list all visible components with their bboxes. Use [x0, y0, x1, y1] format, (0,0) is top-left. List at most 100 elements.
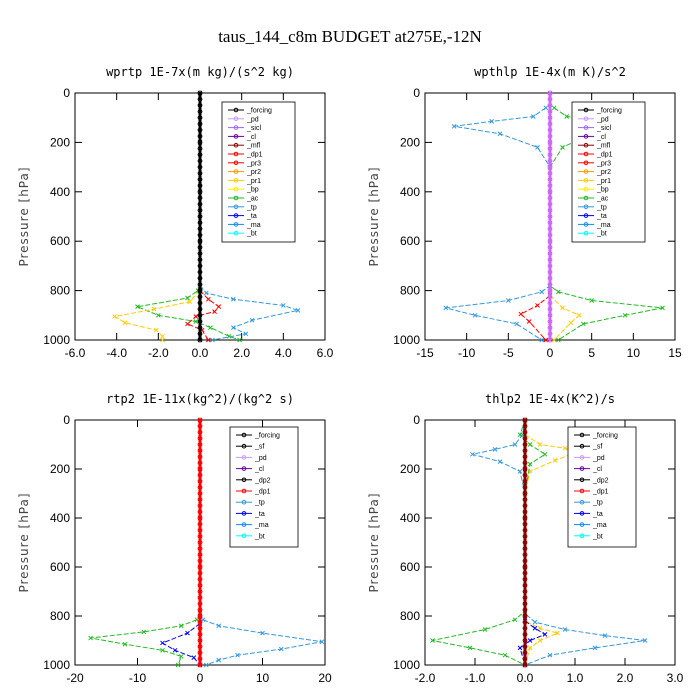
series-point-forcing [522, 638, 528, 643]
legend-marker [233, 178, 239, 183]
series-point-pd [555, 630, 560, 636]
x-tick-label: 1.0 [567, 671, 584, 685]
x-tick-label: 10 [627, 346, 641, 360]
series-point-ta [542, 632, 548, 637]
series-point-forcing [547, 207, 553, 213]
series-point-forcing [522, 662, 528, 668]
legend-label: _bt [592, 533, 603, 540]
series-point-pd [537, 625, 543, 631]
series-point-forcing [197, 466, 203, 472]
series-point-forcing [197, 527, 203, 533]
series-point-forcing [522, 558, 528, 564]
series-point-dp1 [216, 304, 222, 310]
chart-panel-4: thlp2 1E-4x(K^2)/s Pressure [hPa] -2.0 -1.0… [367, 392, 684, 685]
series-point-pr1 [160, 337, 165, 343]
series-point-forcing [197, 533, 203, 539]
legend-marker [583, 160, 589, 166]
legend-label: _cl [254, 466, 264, 473]
legend-label: _ma [592, 522, 607, 529]
series-point-tp [592, 645, 598, 651]
y-tick-label: 1000 [43, 333, 70, 347]
series-point-forcing [547, 164, 553, 170]
series-point-forcing [197, 152, 203, 158]
series-point-forcing [547, 133, 553, 139]
series-point-forcing [197, 472, 203, 478]
series-point-pd [537, 638, 543, 643]
legend-marker [233, 116, 239, 122]
series-point-dp1 [122, 641, 128, 647]
y-tick-label: 400 [50, 185, 70, 199]
legend-marker [233, 186, 239, 192]
series-point-tp [505, 298, 511, 303]
y-tick-label: 800 [50, 609, 70, 623]
series-point-forcing [522, 460, 528, 466]
series-point-forcing [197, 232, 203, 238]
series-point-ta [191, 655, 197, 661]
x-tick-label: -20 [66, 671, 84, 685]
series-point-tp [443, 305, 449, 311]
series-point-pd [562, 445, 568, 451]
legend-label: _dp1 [596, 152, 613, 159]
y-tick-label: 1000 [393, 333, 420, 347]
series-point-tp [203, 662, 209, 668]
x-tick-label: -5 [503, 346, 514, 360]
chart-panel-3: rtp2 1E-11x(kg^2)/(kg^2 s) Pressure [hPa]… [17, 392, 332, 685]
plot-frame [424, 419, 676, 666]
x-tick-label: -10 [458, 346, 476, 360]
series-line-dp1 [432, 419, 546, 666]
series-point-pr1 [122, 320, 128, 326]
series-point-dp1 [482, 627, 488, 632]
series-point-forcing [197, 595, 203, 601]
series-point-forcing [547, 139, 553, 145]
series-point-forcing [197, 133, 203, 139]
legend-label: _pd [254, 455, 267, 462]
series-point-forcing [547, 201, 553, 207]
series-point-pd [552, 458, 558, 463]
series-point-dp1 [543, 337, 549, 343]
x-tick-label: 0.0 [192, 346, 209, 360]
series-point-pd [537, 442, 543, 447]
series-point-forcing [522, 497, 528, 503]
series-point-forcing [197, 656, 203, 662]
series-point-forcing [197, 515, 203, 521]
series-point-forcing [547, 220, 553, 226]
series-point-forcing [522, 650, 528, 656]
legend-label: _forcing [254, 433, 280, 440]
legend-marker [579, 511, 585, 516]
series-point-forcing [522, 631, 528, 637]
series-point-forcing [197, 337, 203, 343]
series-point-forcing [197, 631, 203, 637]
legend-marker [583, 204, 589, 210]
series-point-forcing [522, 484, 528, 490]
series-point-forcing [197, 90, 203, 96]
series-point-pd [527, 645, 533, 651]
series-point-forcing [547, 288, 553, 294]
y-tick-label: 800 [400, 609, 420, 623]
series-point-forcing [522, 564, 528, 570]
x-tick-label: -15 [416, 346, 434, 360]
series-point-dp1 [141, 629, 147, 635]
series-point-dp1 [512, 617, 518, 623]
legend-marker [233, 230, 239, 236]
series-point-forcing [197, 638, 203, 643]
series-point-forcing [197, 238, 203, 244]
series-point-forcing [547, 257, 553, 263]
series-point-forcing [547, 226, 553, 232]
legend-marker [233, 160, 239, 166]
series-point-dp1 [175, 662, 181, 668]
series-point-tp [472, 312, 478, 318]
series-point-tp [451, 123, 457, 129]
panel-title: rtp2 1E-11x(kg^2)/(kg^2 s) [106, 392, 294, 406]
panel-title: thlp2 1E-4x(K^2)/s [485, 392, 615, 406]
series-point-ac [155, 312, 161, 318]
series-point-forcing [522, 442, 528, 447]
series-point-forcing [197, 576, 203, 582]
series-point-ac [193, 319, 199, 324]
x-tick-label: 6.0 [317, 346, 334, 360]
figure-title: taus_144_c8m BUDGET at275E,-12N [218, 27, 482, 46]
series-point-forcing [197, 96, 203, 102]
legend-label: _tp [246, 204, 257, 211]
series-point-dp1 [185, 321, 190, 327]
series-point-ta [160, 640, 165, 646]
x-tick-label: -2.0 [148, 346, 169, 360]
